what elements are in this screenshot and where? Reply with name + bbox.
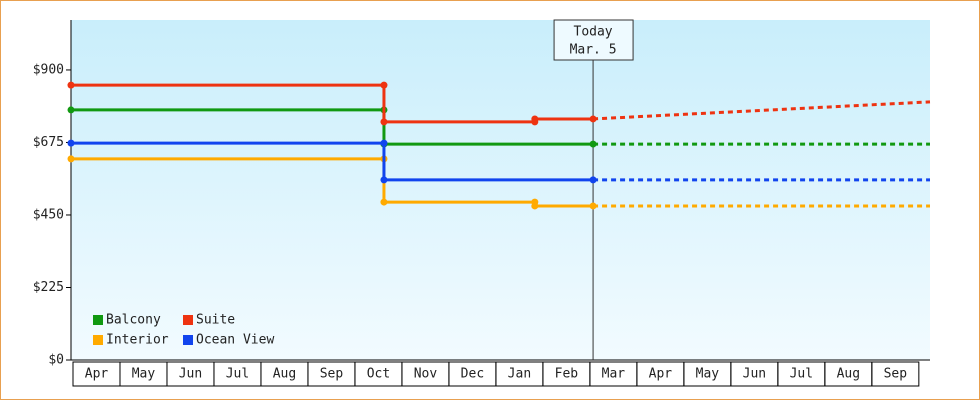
price-line [71, 108, 594, 146]
plot-area [71, 20, 930, 360]
x-tick-label: Nov [414, 367, 438, 382]
x-tick-label: Jul [790, 367, 813, 382]
x-tick-label: Apr [649, 367, 673, 382]
today-label: Mar. 5 [570, 43, 617, 58]
y-tick-label: $675 [33, 135, 64, 150]
price-line [71, 141, 594, 182]
x-tick-label: May [132, 367, 156, 382]
x-tick-label: May [696, 367, 720, 382]
legend-label: Balcony [106, 313, 161, 328]
legend-label: Interior [106, 333, 169, 348]
x-tick-label: Feb [555, 367, 579, 382]
point [380, 139, 388, 147]
x-tick-label: Aug [837, 367, 860, 382]
x-tick-cell [871, 361, 920, 387]
point [531, 202, 539, 210]
price-line [71, 157, 594, 208]
legend-label: Ocean View [196, 333, 274, 348]
y-tick-label: $900 [33, 62, 64, 77]
x-tick-label: Jul [226, 367, 249, 382]
point [380, 81, 388, 89]
legend-swatch [183, 335, 193, 345]
x-tick-label: Sep [884, 367, 908, 382]
point [531, 115, 539, 123]
x-tick-label: Apr [85, 367, 109, 382]
x-tick-label: Sep [320, 367, 344, 382]
x-tick-label: Jan [508, 367, 531, 382]
point [589, 140, 597, 148]
x-tick-label: Oct [367, 367, 390, 382]
x-tick-label: Jun [179, 367, 202, 382]
today-box [553, 19, 634, 61]
point [380, 198, 388, 206]
y-tick-label: $450 [33, 207, 64, 222]
point [589, 115, 597, 123]
forecast-line [592, 100, 931, 121]
x-tick-label: Dec [461, 367, 484, 382]
y-tick-label: $225 [33, 280, 64, 295]
point [67, 155, 75, 163]
point [380, 176, 388, 184]
legend-swatch [93, 315, 103, 325]
point [589, 176, 597, 184]
legend-swatch [183, 315, 193, 325]
x-tick-label: Aug [273, 367, 296, 382]
x-tick-label: Jun [743, 367, 766, 382]
point [67, 139, 75, 147]
point [67, 106, 75, 114]
point [380, 118, 388, 126]
price-line [71, 83, 594, 124]
y-tick-label: $0 [48, 353, 64, 368]
point [589, 202, 597, 210]
legend-swatch [93, 335, 103, 345]
today-label: Today [574, 25, 613, 40]
legend-label: Suite [196, 313, 235, 328]
point [67, 81, 75, 89]
x-tick-label: Mar [602, 367, 626, 382]
